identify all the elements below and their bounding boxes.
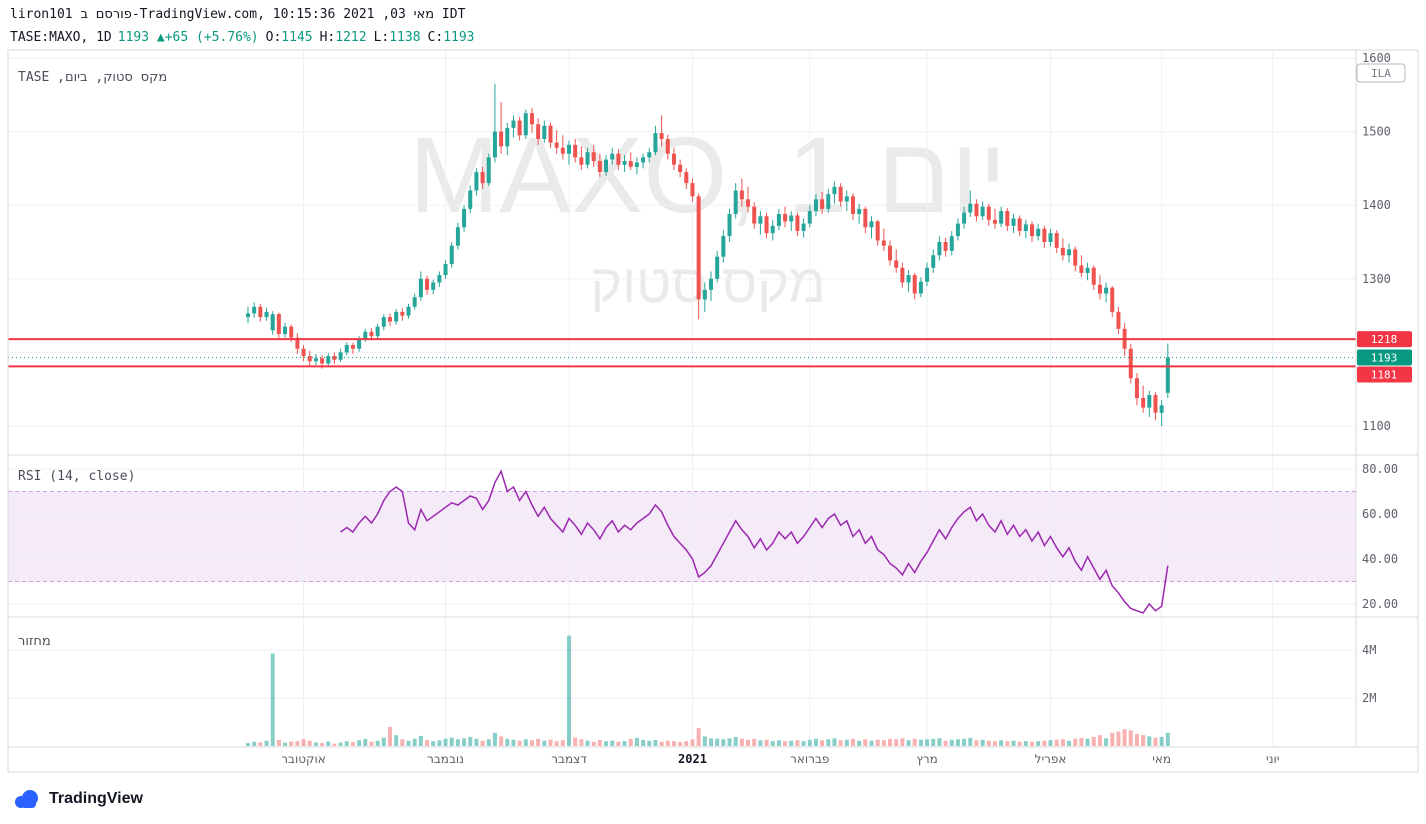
high-label: H: [319, 30, 336, 45]
price-axis[interactable]: 1600 1500 1400 1300 1100 80.00 60.00 40.00 20.00… [1362, 51, 1398, 705]
price-alert-lines[interactable] [8, 338, 1356, 368]
svg-text:מרץ: מרץ [916, 752, 937, 766]
volume-bars[interactable] [246, 635, 1170, 746]
open-label: O: [265, 30, 282, 45]
symbol-info-line: TASE:MAXO, 1D 1193 ▲+65 (+5.76%) O:1145 H:1… [10, 30, 475, 45]
svg-text:60.00: 60.00 [1362, 507, 1398, 521]
currency-badge: ILA [1356, 63, 1406, 83]
grid-lines [8, 50, 1356, 747]
svg-text:20.00: 20.00 [1362, 597, 1398, 611]
svg-text:מאי: מאי [1152, 752, 1171, 766]
tradingview-cloud-icon [15, 790, 38, 808]
high-value: 1212 [335, 30, 367, 45]
low-label: L: [373, 30, 390, 45]
svg-text:נובמבר: נובמבר [427, 752, 464, 766]
svg-text:1600: 1600 [1362, 51, 1391, 65]
svg-text:1400: 1400 [1362, 198, 1391, 212]
time-axis[interactable]: אוקטובר נובמבר דצמבר 2021 פברואר מרץ אפריל מאי י… [281, 752, 1279, 766]
svg-text:1218: 1218 [1371, 333, 1398, 346]
svg-text:אוקטובר: אוקטובר [281, 752, 326, 766]
rsi-band [8, 491, 1356, 582]
svg-text:4M: 4M [1362, 643, 1376, 657]
symbol-ticker[interactable]: TASE:MAXO, 1D [10, 30, 112, 45]
tradingview-logo-text: TradingView [49, 790, 143, 807]
open-value: 1145 [281, 30, 313, 45]
svg-text:ILA: ILA [1371, 67, 1391, 80]
svg-text:דצמבר: דצמבר [551, 752, 587, 766]
svg-text:2021: 2021 [678, 752, 707, 766]
svg-text:80.00: 80.00 [1362, 462, 1398, 476]
publish-byline: liron101 פורסם ב-TradingView.com, מאי 03… [10, 7, 466, 22]
price-badges[interactable]: 1218 1193 1181 [1357, 331, 1412, 383]
svg-text:1300: 1300 [1362, 272, 1391, 286]
close-label: C: [427, 30, 444, 45]
close-value: 1193 [443, 30, 475, 45]
tradingview-logo[interactable]: TradingView [12, 787, 143, 811]
svg-text:פברואר: פברואר [790, 752, 829, 766]
svg-text:1181: 1181 [1371, 369, 1398, 382]
svg-text:40.00: 40.00 [1362, 552, 1398, 566]
svg-text:1500: 1500 [1362, 125, 1391, 139]
volume-pane-legend[interactable]: מחזור [18, 634, 51, 649]
svg-text:יוני: יוני [1266, 752, 1279, 766]
main-pane-legend[interactable]: מקס סטוק, ביום, TASE [18, 70, 168, 85]
rsi-pane-legend[interactable]: RSI (14, close) [18, 469, 136, 484]
svg-text:אפריל: אפריל [1035, 752, 1067, 766]
svg-text:2M: 2M [1362, 691, 1376, 705]
svg-text:1100: 1100 [1362, 419, 1391, 433]
pane-borders [7, 49, 1419, 773]
svg-text:1193: 1193 [1371, 352, 1398, 365]
low-value: 1138 [389, 30, 421, 45]
price-change: 1193 ▲+65 (+5.76%) [117, 30, 259, 45]
candles-layer[interactable] [246, 83, 1170, 426]
rsi-line[interactable] [340, 469, 1169, 614]
